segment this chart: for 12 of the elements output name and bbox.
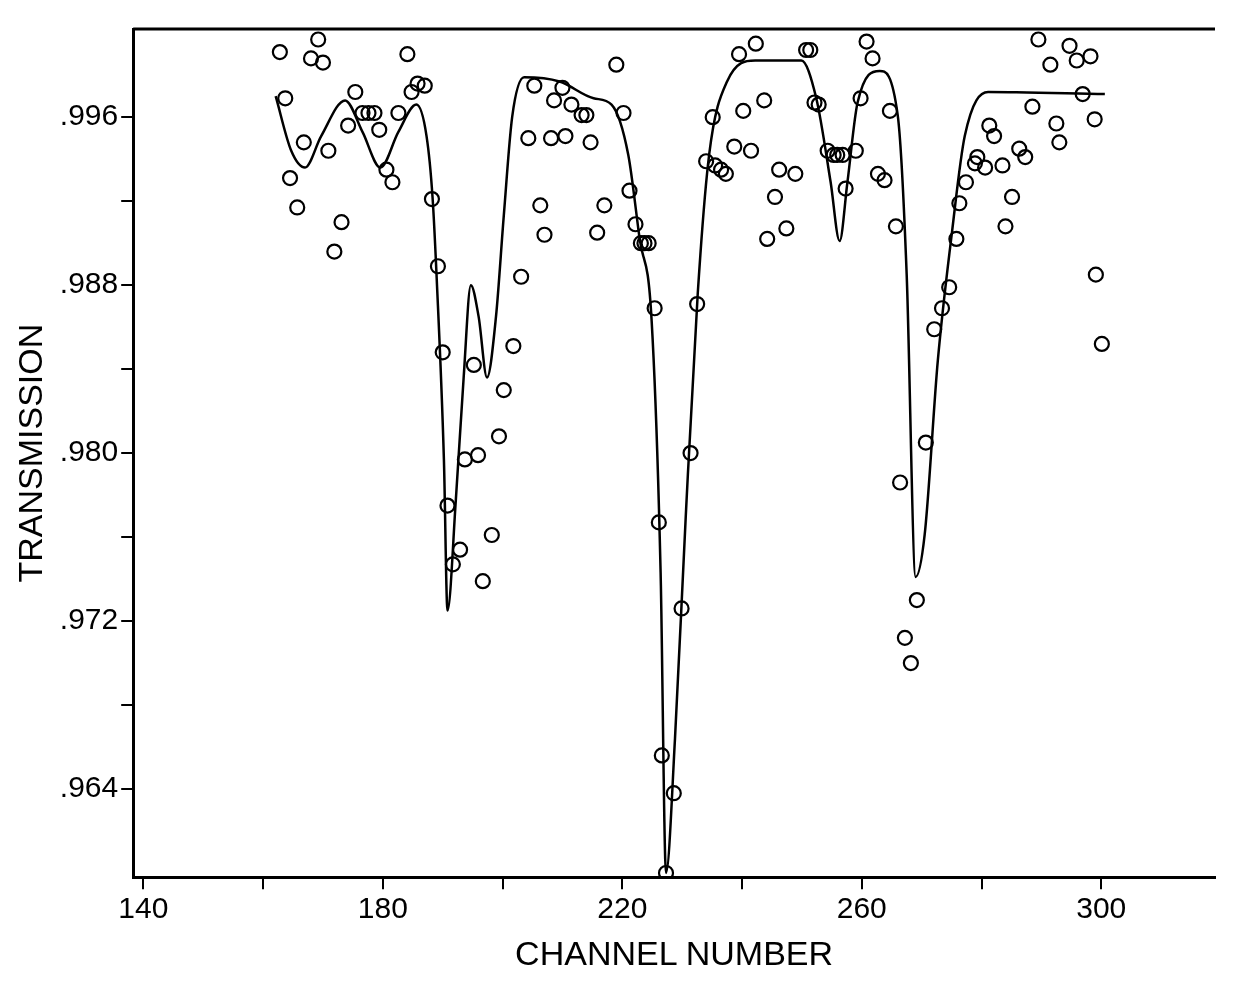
y-tick-label: .972	[59, 602, 119, 636]
x-tick-label: 180	[357, 891, 408, 925]
x-tick-label: 260	[836, 891, 887, 925]
y-tick-label: .988	[59, 266, 119, 300]
x-tick-label: 300	[1076, 891, 1127, 925]
y-tick-label: .964	[59, 770, 119, 804]
x-axis-title: CHANNEL NUMBER	[515, 933, 834, 972]
x-tick-label: 140	[118, 891, 169, 925]
y-tick-label: .996	[59, 98, 119, 132]
x-tick-label: 220	[597, 891, 648, 925]
y-tick-label: .980	[59, 434, 119, 468]
y-axis-title: TRANSMISSION	[10, 323, 49, 583]
